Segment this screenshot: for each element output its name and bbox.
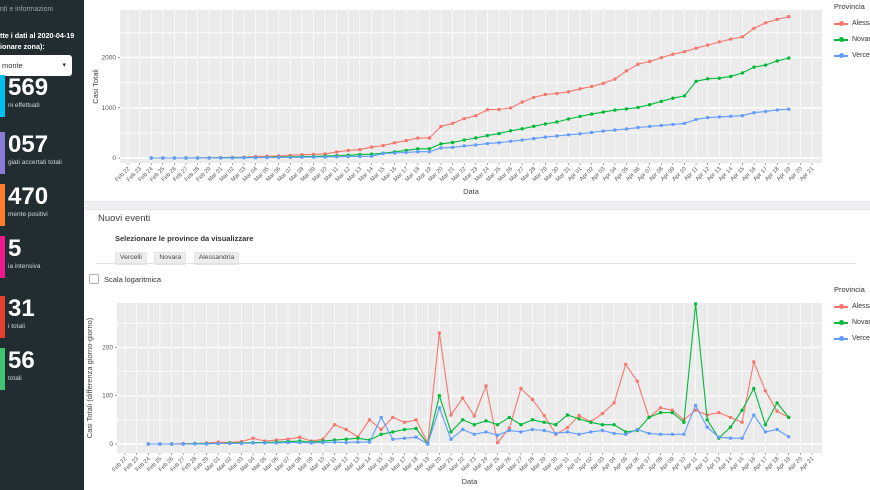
log-scale-checkbox[interactable] xyxy=(89,274,99,284)
legend-dot-marker xyxy=(839,336,844,341)
svg-text:0: 0 xyxy=(109,441,113,448)
province-chip-vercelli[interactable]: Vercelli xyxy=(115,252,147,265)
legend-dot-marker xyxy=(839,304,844,309)
legend-dot-marker xyxy=(839,21,844,26)
stat-color-strip xyxy=(0,348,5,390)
section-divider xyxy=(84,201,870,210)
stat-label: giati accertati totali xyxy=(8,159,62,166)
province-chip-novara[interactable]: Novara xyxy=(154,252,187,265)
province-chip-alessandria[interactable]: Alessandria xyxy=(193,252,240,265)
province-multiselect[interactable]: Vercelli Novara Alessandria xyxy=(115,246,242,265)
legend-line-marker xyxy=(834,304,848,309)
legend-line-marker xyxy=(834,336,848,341)
stat-value: 56 xyxy=(8,347,35,374)
input-underline xyxy=(96,263,856,264)
log-scale-label: Scala logaritmica xyxy=(104,274,162,284)
sidebar-info-link[interactable]: nti e informazioni xyxy=(0,6,53,13)
legend-title: Provincia xyxy=(834,285,865,294)
legend-label: Alessandria xyxy=(852,20,870,27)
stat-label: ni effettuati xyxy=(8,102,40,109)
svg-text:1000: 1000 xyxy=(102,105,117,112)
stat-value: 470 xyxy=(8,183,49,210)
stat-value: 057 xyxy=(8,131,49,158)
chevron-down-icon: ▾ xyxy=(62,62,66,69)
legend-label: Vercelli xyxy=(852,335,870,342)
stat-tamponi: 569 ni effettuati xyxy=(0,75,84,121)
stat-color-strip xyxy=(0,236,5,278)
section-title: Nuovi eventi xyxy=(98,213,151,224)
stat-value: 569 xyxy=(8,74,49,101)
stat-value: 5 xyxy=(8,235,22,262)
stat-label: ia intensiva xyxy=(8,263,41,270)
legend-label: Novara xyxy=(852,319,870,326)
legend-dot-marker xyxy=(839,37,844,42)
stat-contagiati: 057 giati accertati totali xyxy=(0,132,84,178)
svg-text:0: 0 xyxy=(112,155,116,162)
legend-label: Novara xyxy=(852,36,870,43)
daily-new-cases-legend: Provincia Alessandria Novara Vercelli xyxy=(834,285,870,351)
legend-title: Provincia xyxy=(834,2,865,11)
svg-text:2000: 2000 xyxy=(102,55,117,62)
legend-line-marker xyxy=(834,320,848,325)
zone-select[interactable]: monte ▾ xyxy=(0,55,72,76)
stat-guariti: 56 totali xyxy=(0,348,84,394)
svg-text:Data: Data xyxy=(463,187,480,196)
stat-color-strip xyxy=(0,296,5,338)
legend-dot-marker xyxy=(839,53,844,58)
stat-decessi: 31 i totali xyxy=(0,296,84,342)
legend-entry: Novara xyxy=(834,36,870,43)
stat-color-strip xyxy=(0,75,5,117)
legend-entry: Vercelli xyxy=(834,335,870,342)
sidebar-zone-label: ionare zona): xyxy=(0,42,45,51)
legend-entry: Vercelli xyxy=(834,52,870,59)
svg-text:Data: Data xyxy=(462,477,479,486)
legend-label: Vercelli xyxy=(852,52,870,59)
sidebar: nti e informazioni tte i dati al 2020-04… xyxy=(0,0,84,490)
svg-text:Casi Totali (differenza giorno: Casi Totali (differenza giorno-giorno) xyxy=(85,317,94,438)
legend-line-marker xyxy=(834,53,848,58)
stat-label: i totali xyxy=(8,323,25,330)
legend-entry: Novara xyxy=(834,319,870,326)
stat-label: totali xyxy=(8,375,22,382)
legend-line-marker xyxy=(834,21,848,26)
zone-select-value: monte xyxy=(2,61,23,70)
stat-positivi: 470 mente positivi xyxy=(0,184,84,230)
stat-color-strip xyxy=(0,184,5,226)
stat-color-strip xyxy=(0,132,5,174)
total-cases-legend: Provincia Alessandria Novara Vercelli xyxy=(834,2,870,68)
stat-value: 31 xyxy=(8,295,35,322)
legend-line-marker xyxy=(834,37,848,42)
stat-terapia-intensiva: 5 ia intensiva xyxy=(0,236,84,282)
nuovi-eventi-section: Nuovi eventi Selezionare le province da … xyxy=(84,210,870,292)
province-select-label: Selezionare le province da visualizzare xyxy=(115,234,254,243)
svg-text:200: 200 xyxy=(102,344,113,351)
legend-entry: Alessandria xyxy=(834,20,870,27)
legend-dot-marker xyxy=(839,320,844,325)
legend-entry: Alessandria xyxy=(834,303,870,310)
main-content: 0 1000 2000 Feb 22 Feb 23 Feb 24 Feb 25 Feb 26 F… xyxy=(84,0,870,490)
svg-text:Casi Totali: Casi Totali xyxy=(91,69,100,104)
svg-text:100: 100 xyxy=(102,393,113,400)
sidebar-data-note: tte i dati al 2020-04-19 xyxy=(0,31,75,40)
stat-label: mente positivi xyxy=(8,211,48,218)
legend-label: Alessandria xyxy=(852,303,870,310)
